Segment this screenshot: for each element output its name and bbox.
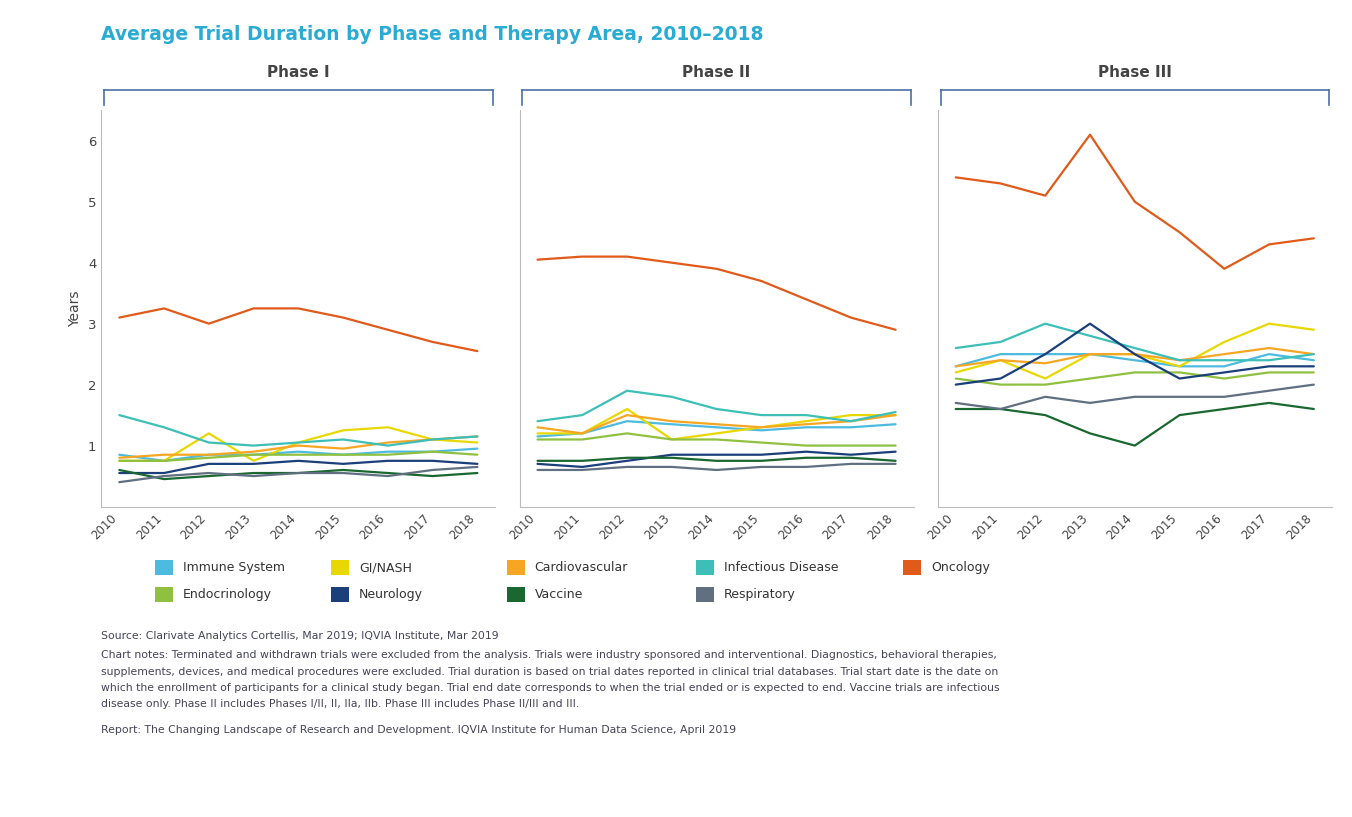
Text: Neurology: Neurology <box>360 588 423 601</box>
Text: Cardiovascular: Cardiovascular <box>535 561 629 574</box>
Text: Source: Clarivate Analytics Cortellis, Mar 2019; IQVIA Institute, Mar 2019: Source: Clarivate Analytics Cortellis, M… <box>101 631 499 641</box>
Text: Phase III: Phase III <box>1098 65 1172 80</box>
Text: Phase I: Phase I <box>268 65 330 80</box>
Text: supplements, devices, and medical procedures were excluded. Trial duration is ba: supplements, devices, and medical proced… <box>101 667 999 676</box>
Text: Immune System: Immune System <box>184 561 285 574</box>
Text: Endocrinology: Endocrinology <box>184 588 272 601</box>
Text: Phase II: Phase II <box>683 65 750 80</box>
Text: Infectious Disease: Infectious Disease <box>725 561 838 574</box>
Y-axis label: Years: Years <box>69 290 82 327</box>
Text: Oncology: Oncology <box>930 561 990 574</box>
Text: Average Trial Duration by Phase and Therapy Area, 2010–2018: Average Trial Duration by Phase and Ther… <box>101 25 764 43</box>
Text: which the enrollment of participants for a clinical study began. Trial end date : which the enrollment of participants for… <box>101 683 1000 693</box>
Text: Vaccine: Vaccine <box>535 588 583 601</box>
Text: Report: The Changing Landscape of Research and Development. IQVIA Institute for : Report: The Changing Landscape of Resear… <box>101 725 737 735</box>
Text: GI/NASH: GI/NASH <box>360 561 412 574</box>
Text: Chart notes: Terminated and withdrawn trials were excluded from the analysis. Tr: Chart notes: Terminated and withdrawn tr… <box>101 650 998 660</box>
Text: disease only. Phase II includes Phases I/II, II, IIa, IIb. Phase III includes Ph: disease only. Phase II includes Phases I… <box>101 699 580 709</box>
Text: Respiratory: Respiratory <box>725 588 796 601</box>
